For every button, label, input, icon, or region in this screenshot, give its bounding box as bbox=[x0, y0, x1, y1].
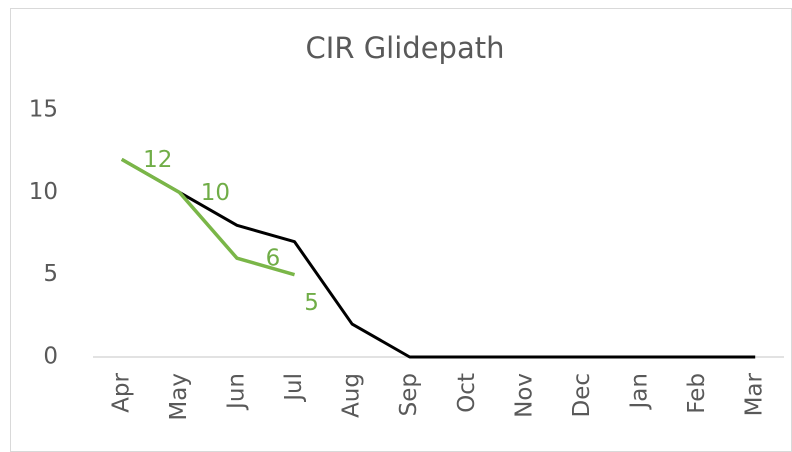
x-tick-label: Jan bbox=[627, 373, 653, 410]
data-label: 12 bbox=[143, 147, 172, 173]
y-tick-label: 5 bbox=[43, 261, 58, 287]
x-tick-label: Feb bbox=[684, 373, 710, 414]
x-tick-label: Apr bbox=[108, 372, 134, 412]
series-line bbox=[121, 158, 756, 359]
x-tick-label: Jul bbox=[281, 373, 307, 403]
x-tick-label: Mar bbox=[742, 372, 768, 416]
y-tick-label: 10 bbox=[29, 179, 58, 205]
x-tick-label: May bbox=[166, 373, 192, 421]
y-tick-label: 0 bbox=[43, 344, 58, 370]
data-label: 10 bbox=[201, 180, 230, 206]
chart-title: CIR Glidepath bbox=[306, 31, 505, 65]
x-tick-label: Sep bbox=[396, 373, 422, 416]
x-tick-label: Nov bbox=[511, 373, 537, 418]
data-label: 5 bbox=[304, 290, 319, 316]
x-tick-label: Jun bbox=[223, 373, 249, 411]
y-tick-label: 15 bbox=[29, 97, 58, 123]
x-tick-label: Oct bbox=[454, 373, 480, 413]
x-tick-label: Aug bbox=[339, 373, 365, 418]
series-line bbox=[120, 157, 296, 277]
chart-frame bbox=[10, 8, 792, 452]
data-label: 6 bbox=[266, 246, 281, 272]
x-tick-label: Dec bbox=[569, 373, 595, 418]
